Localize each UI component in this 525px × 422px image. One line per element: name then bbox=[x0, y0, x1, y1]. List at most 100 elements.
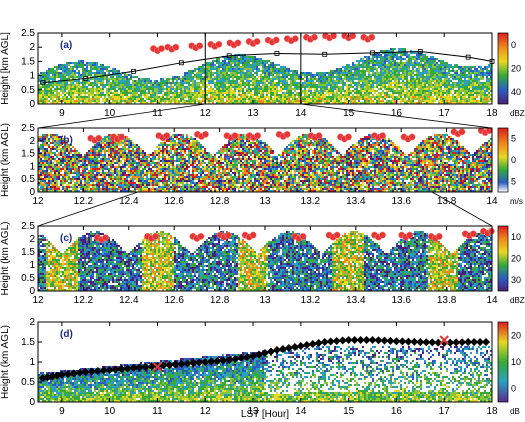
heat-cell bbox=[220, 84, 222, 86]
heat-cell bbox=[40, 188, 42, 190]
heat-cell bbox=[82, 90, 84, 92]
heat-cell bbox=[86, 86, 88, 88]
heat-cell bbox=[208, 62, 210, 64]
heat-cell bbox=[424, 60, 426, 62]
heat-cell bbox=[490, 78, 492, 80]
heat-cell bbox=[444, 70, 446, 72]
heat-cell bbox=[68, 176, 70, 178]
heat-cell bbox=[262, 94, 264, 96]
heat-cell bbox=[378, 74, 380, 76]
heat-cell bbox=[398, 96, 400, 98]
heat-cell bbox=[402, 72, 404, 74]
heat-cell bbox=[190, 72, 192, 74]
heat-cell bbox=[216, 68, 218, 70]
heat-cell bbox=[258, 100, 260, 102]
heat-cell bbox=[92, 178, 94, 180]
heat-cell bbox=[188, 80, 190, 82]
heat-cell bbox=[100, 94, 102, 96]
heat-cell bbox=[482, 98, 484, 100]
heat-cell bbox=[120, 186, 122, 188]
heat-cell bbox=[82, 174, 84, 176]
heat-cell bbox=[232, 102, 234, 104]
heat-cell bbox=[68, 64, 70, 66]
heat-cell bbox=[76, 168, 78, 170]
heat-cell bbox=[360, 88, 362, 90]
heat-cell bbox=[258, 102, 260, 104]
heat-cell bbox=[384, 66, 386, 68]
heat-cell bbox=[310, 84, 312, 86]
heat-cell bbox=[374, 102, 376, 104]
heat-cell bbox=[474, 96, 476, 98]
heat-cell bbox=[78, 162, 80, 164]
heat-cell bbox=[70, 180, 72, 182]
heat-cell bbox=[368, 94, 370, 96]
heat-cell bbox=[160, 80, 162, 82]
heat-cell bbox=[106, 158, 108, 160]
heat-cell bbox=[42, 180, 44, 182]
heat-cell bbox=[286, 102, 288, 104]
heat-cell bbox=[378, 76, 380, 78]
heat-cell bbox=[224, 72, 226, 74]
heat-cell bbox=[90, 156, 92, 158]
heat-cell bbox=[68, 174, 70, 176]
heat-cell bbox=[104, 136, 106, 138]
heat-cell bbox=[304, 100, 306, 102]
heat-cell bbox=[98, 88, 100, 90]
heat-cell bbox=[472, 96, 474, 98]
heat-cell bbox=[264, 62, 266, 64]
heat-cell bbox=[78, 170, 80, 172]
heat-cell bbox=[422, 90, 424, 92]
heat-cell bbox=[260, 98, 262, 100]
heat-cell bbox=[446, 76, 448, 78]
heat-cell bbox=[114, 94, 116, 96]
heat-cell bbox=[408, 86, 410, 88]
heat-cell bbox=[400, 62, 402, 64]
heat-cell bbox=[54, 84, 56, 86]
heat-cell bbox=[120, 90, 122, 92]
heat-cell bbox=[92, 184, 94, 186]
heat-cell bbox=[306, 82, 308, 84]
heat-cell bbox=[456, 84, 458, 86]
heat-cell bbox=[350, 70, 352, 72]
heat-cell bbox=[478, 90, 480, 92]
heat-cell bbox=[428, 102, 430, 104]
heat-cell bbox=[422, 58, 424, 60]
heat-cell bbox=[338, 100, 340, 102]
heat-cell bbox=[378, 84, 380, 86]
heat-cell bbox=[108, 138, 110, 140]
heat-cell bbox=[324, 74, 326, 76]
heat-cell bbox=[228, 70, 230, 72]
heat-cell bbox=[72, 178, 74, 180]
heat-cell bbox=[62, 98, 64, 100]
heat-cell bbox=[114, 170, 116, 172]
heat-cell bbox=[328, 96, 330, 98]
heat-cell bbox=[228, 98, 230, 100]
heat-cell bbox=[394, 66, 396, 68]
heat-cell bbox=[178, 94, 180, 96]
heat-cell bbox=[112, 70, 114, 72]
heat-cell bbox=[46, 148, 48, 150]
heat-cell bbox=[54, 78, 56, 80]
heat-cell bbox=[390, 54, 392, 56]
heat-cell bbox=[402, 90, 404, 92]
heat-cell bbox=[386, 88, 388, 90]
heat-cell bbox=[198, 66, 200, 68]
heat-cell bbox=[222, 62, 224, 64]
heat-cell bbox=[116, 76, 118, 78]
heat-cell bbox=[74, 166, 76, 168]
heat-cell bbox=[202, 78, 204, 80]
heat-cell bbox=[56, 90, 58, 92]
heat-cell bbox=[386, 78, 388, 80]
heat-cell bbox=[60, 174, 62, 176]
heat-cell bbox=[350, 68, 352, 70]
heat-cell bbox=[298, 76, 300, 78]
heat-cell bbox=[200, 92, 202, 94]
heat-cell bbox=[114, 72, 116, 74]
heat-cell bbox=[154, 98, 156, 100]
heat-cell bbox=[68, 80, 70, 82]
heat-cell bbox=[228, 76, 230, 78]
heat-cell bbox=[424, 86, 426, 88]
heat-cell bbox=[40, 182, 42, 184]
heat-cell bbox=[190, 96, 192, 98]
heat-cell bbox=[294, 98, 296, 100]
